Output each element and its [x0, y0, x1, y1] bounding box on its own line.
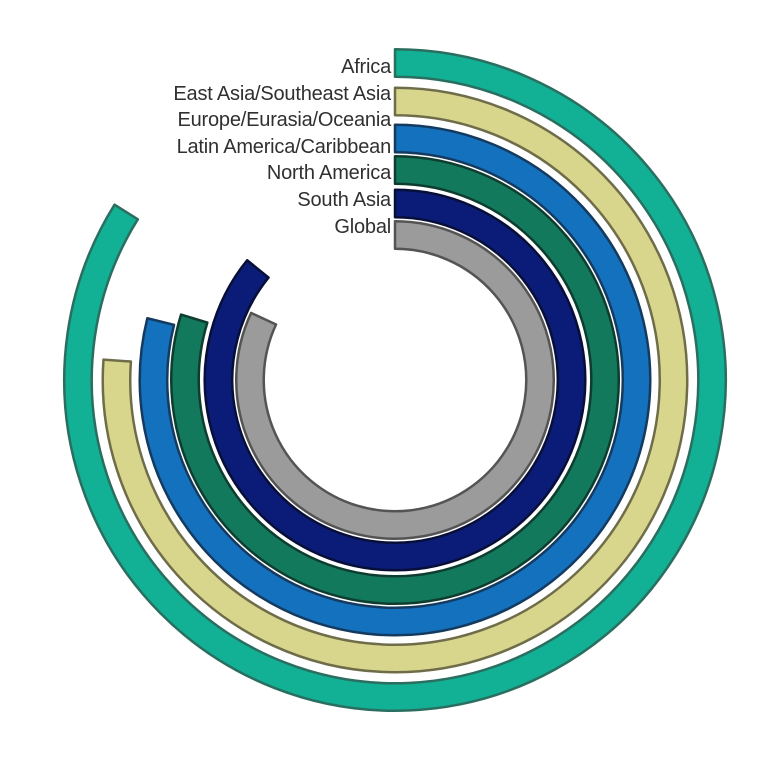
ring-arc-europe-eurasia-oceania — [138, 123, 652, 637]
ring-arc-east-asia-southeast-asia — [101, 86, 689, 674]
legend-label-latin-america-caribbean: Latin America/Caribbean — [176, 135, 392, 158]
ring-arc-south-asia — [203, 188, 587, 572]
legend-labels: Africa East Asia/Southeast Asia Europe/Eur… — [0, 54, 391, 240]
ring-arc-north-america — [170, 155, 620, 605]
legend-label-global: Global — [334, 215, 391, 238]
ring-arc-africa — [63, 48, 727, 712]
legend-label-south-asia: South Asia — [297, 188, 391, 211]
legend-label-north-america: North America — [266, 162, 391, 185]
legend-label-east-asia-southeast-asia: East Asia/Southeast Asia — [173, 82, 391, 105]
legend-label-europe-eurasia-oceania: Europe/Eurasia/Oceania — [177, 109, 391, 132]
legend-label-africa: Africa — [341, 56, 391, 78]
ring-arc-global — [235, 220, 555, 540]
